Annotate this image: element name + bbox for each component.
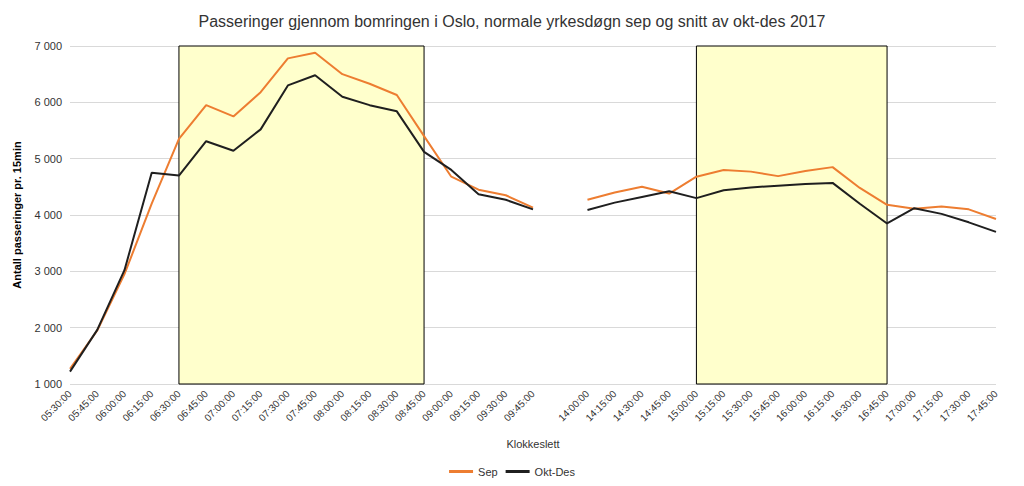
svg-text:07:00:00: 07:00:00 [202,388,238,424]
svg-text:09:15:00: 09:15:00 [447,388,483,424]
svg-text:06:00:00: 06:00:00 [93,388,129,424]
svg-text:16:15:00: 16:15:00 [801,388,837,424]
svg-text:08:00:00: 08:00:00 [311,388,347,424]
svg-text:Okt-Des: Okt-Des [535,466,576,478]
svg-text:09:45:00: 09:45:00 [502,388,538,424]
svg-text:15:15:00: 15:15:00 [692,388,728,424]
svg-text:5 000: 5 000 [34,153,62,165]
svg-text:08:15:00: 08:15:00 [338,388,374,424]
svg-text:07:30:00: 07:30:00 [256,388,292,424]
svg-text:06:15:00: 06:15:00 [120,388,156,424]
svg-text:6 000: 6 000 [34,96,62,108]
svg-text:17:45:00: 17:45:00 [965,388,1001,424]
svg-text:16:45:00: 16:45:00 [855,388,891,424]
svg-text:1 000: 1 000 [34,378,62,390]
svg-text:7 000: 7 000 [34,40,62,52]
svg-text:2 000: 2 000 [34,322,62,334]
svg-text:17:30:00: 17:30:00 [937,388,973,424]
svg-text:14:15:00: 14:15:00 [583,388,619,424]
svg-text:07:45:00: 07:45:00 [283,388,319,424]
svg-text:Sep: Sep [478,466,498,478]
svg-text:14:30:00: 14:30:00 [610,388,646,424]
svg-text:09:30:00: 09:30:00 [474,388,510,424]
svg-text:Klokkeslett: Klokkeslett [506,438,559,450]
svg-text:14:45:00: 14:45:00 [637,388,674,424]
svg-text:07:15:00: 07:15:00 [229,388,265,424]
svg-text:15:45:00: 15:45:00 [746,388,782,424]
svg-text:05:30:00: 05:30:00 [38,388,74,424]
svg-text:16:00:00: 16:00:00 [774,388,810,424]
svg-text:4 000: 4 000 [34,209,62,221]
svg-text:16:30:00: 16:30:00 [828,388,864,424]
svg-text:14:00:00: 14:00:00 [556,388,592,424]
svg-text:Antall passeringer pr. 15min: Antall passeringer pr. 15min [11,141,23,289]
svg-text:17:00:00: 17:00:00 [882,388,919,424]
svg-text:3 000: 3 000 [34,265,62,277]
svg-text:08:30:00: 08:30:00 [365,388,401,424]
svg-text:08:45:00: 08:45:00 [392,388,428,424]
svg-text:17:15:00: 17:15:00 [910,388,946,424]
svg-text:15:30:00: 15:30:00 [719,388,755,424]
svg-text:15:00:00: 15:00:00 [665,388,701,424]
svg-text:05:45:00: 05:45:00 [65,388,102,424]
svg-text:Passeringer gjennom bomringen: Passeringer gjennom bomringen i Oslo, no… [199,13,826,30]
svg-text:06:45:00: 06:45:00 [174,388,211,424]
svg-text:06:30:00: 06:30:00 [147,388,183,424]
svg-text:09:00:00: 09:00:00 [419,388,456,424]
